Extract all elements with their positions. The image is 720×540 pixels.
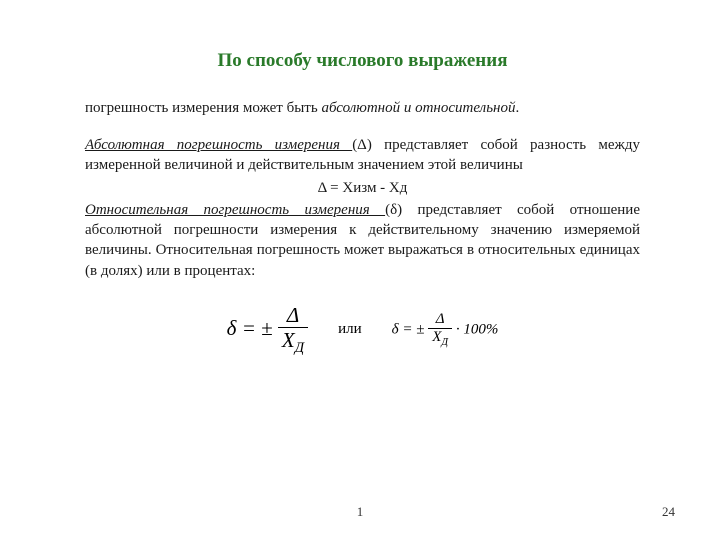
fraction-1-denominator: XД	[278, 328, 308, 357]
page-title: По способу числового выражения	[85, 50, 640, 72]
delta-symbol-2: δ	[392, 321, 399, 337]
relative-formula-fraction: δ = ± ΔXД	[227, 303, 308, 357]
relative-formula-percent: δ = ± ΔXД · 100%	[392, 311, 499, 349]
body-text: Абсолютная погрешность измерения (Δ) пре…	[85, 135, 640, 281]
delta-symbol: δ	[227, 316, 237, 340]
intro-prefix: погрешность измерения может быть	[85, 100, 321, 116]
slide-page: По способу числового выражения погрешнос…	[0, 0, 720, 540]
absolute-error-term: Абсолютная погрешность измерения	[85, 137, 352, 153]
intro-suffix: .	[515, 100, 519, 116]
absolute-error-formula: Δ = Xизм - Xд	[85, 178, 640, 198]
fraction-2-numerator: Δ	[428, 311, 452, 329]
formula-row: δ = ± ΔXД или δ = ± ΔXД · 100%	[85, 303, 640, 357]
den-x-1: X	[282, 328, 295, 352]
equals-plus-minus: = ±	[236, 316, 277, 340]
intro-line: погрешность измерения может быть абсолют…	[85, 100, 640, 117]
equals-plus-minus-2: = ±	[399, 321, 429, 337]
intro-emphasis: абсолютной и относительной	[321, 100, 515, 116]
fraction-1: ΔXД	[278, 303, 308, 357]
den-sub-2: Д	[441, 337, 448, 348]
or-separator: или	[338, 321, 362, 338]
relative-error-term: Относительная погрешность измерения	[85, 202, 385, 218]
fraction-2-denominator: XД	[428, 329, 452, 349]
slide-number: 24	[662, 504, 675, 520]
den-sub-1: Д	[295, 340, 304, 356]
page-number: 1	[357, 504, 364, 520]
fraction-2: ΔXД	[428, 311, 452, 349]
fraction-1-numerator: Δ	[278, 303, 308, 328]
times-100-percent: · 100%	[452, 321, 498, 337]
den-x-2: X	[432, 329, 441, 345]
